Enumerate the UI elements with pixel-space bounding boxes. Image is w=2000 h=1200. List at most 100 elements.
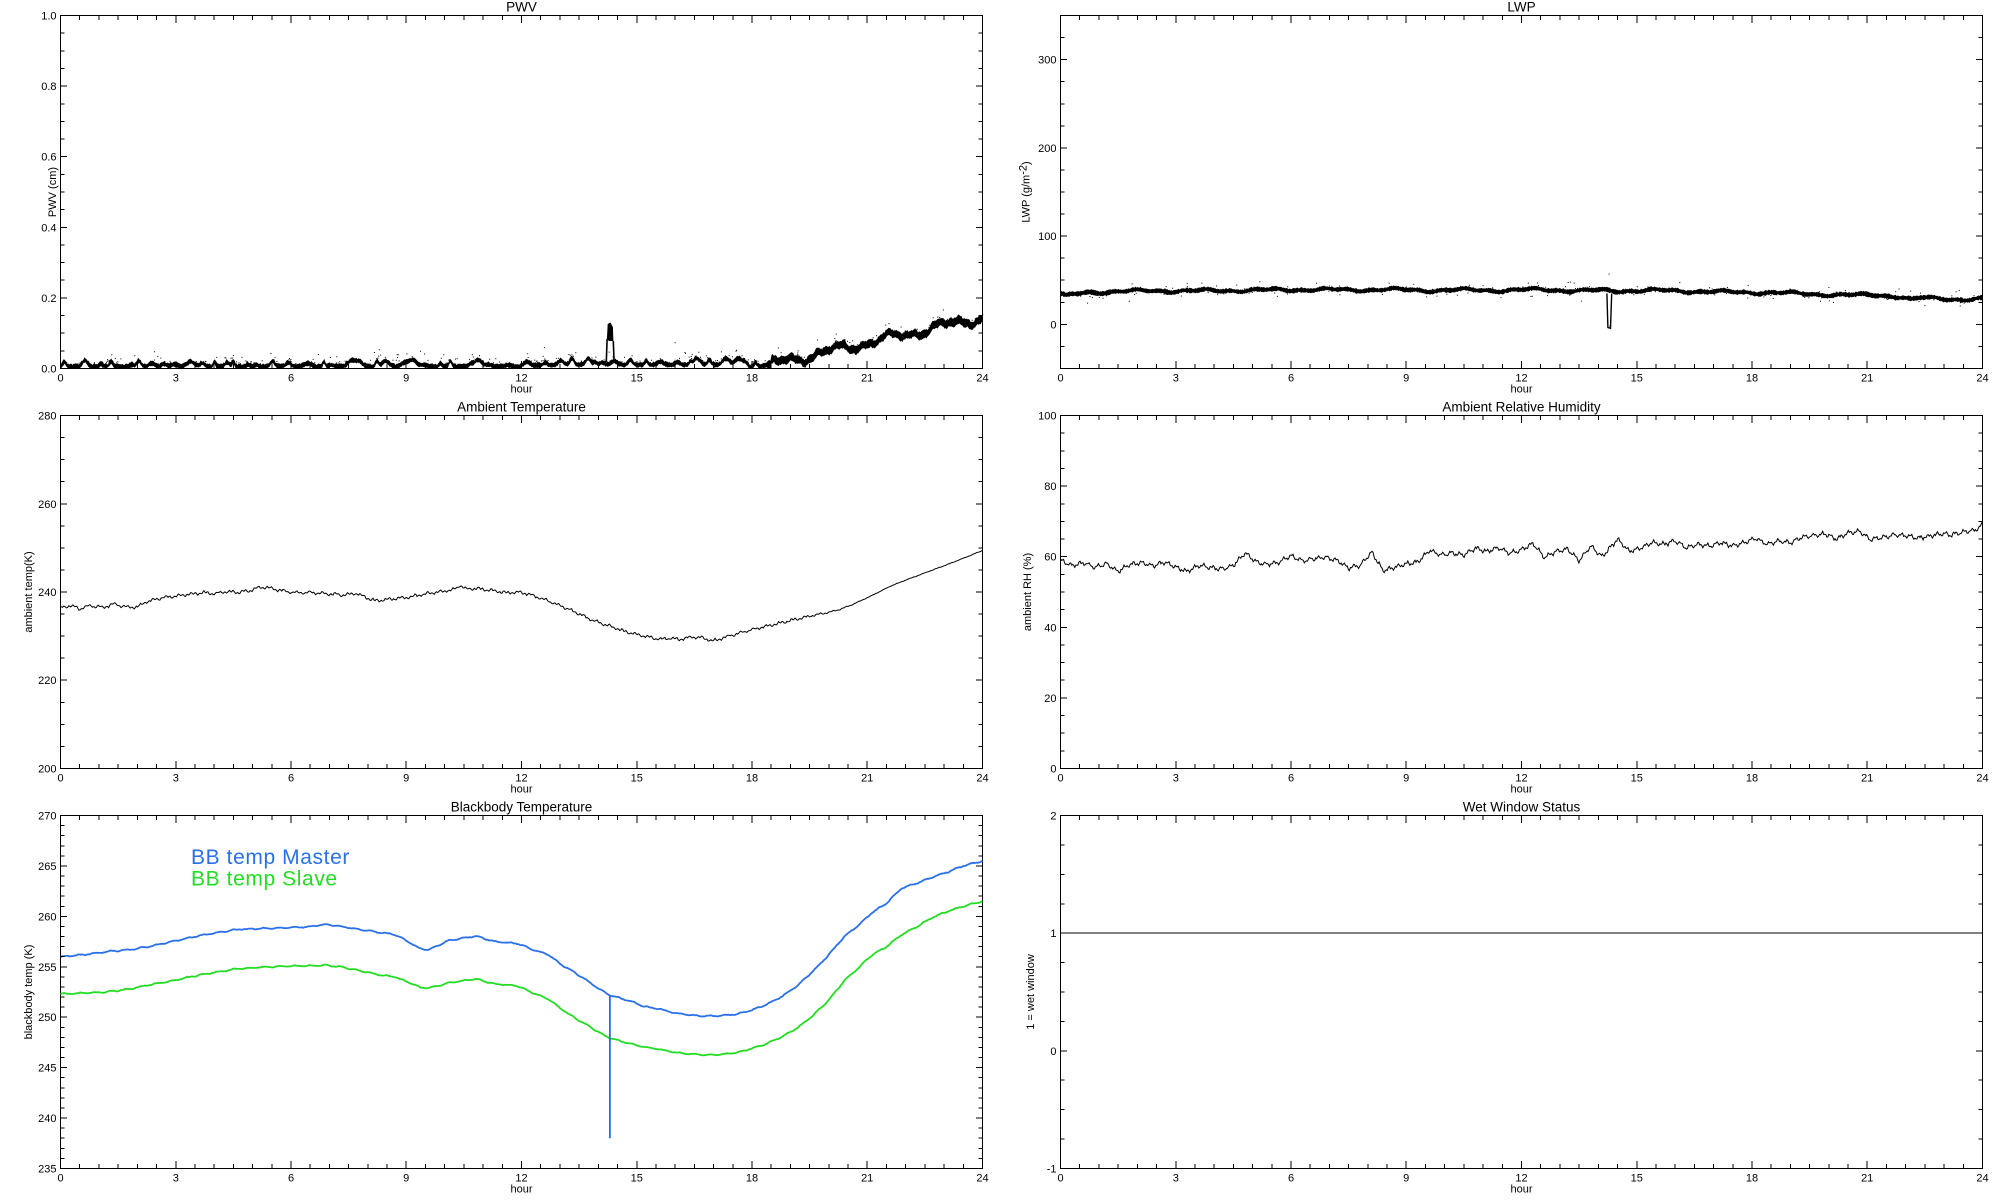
svg-text:3: 3 — [173, 373, 179, 385]
svg-text:9: 9 — [403, 1173, 409, 1185]
svg-text:6: 6 — [288, 373, 294, 385]
svg-text:24: 24 — [1976, 373, 1988, 385]
svg-text:21: 21 — [861, 373, 873, 385]
svg-text:PWV: PWV — [506, 0, 537, 15]
svg-text:18: 18 — [746, 1173, 758, 1185]
svg-text:21: 21 — [1861, 773, 1873, 785]
svg-text:6: 6 — [1288, 373, 1294, 385]
svg-text:18: 18 — [746, 773, 758, 785]
svg-text:3: 3 — [1173, 373, 1179, 385]
svg-text:0.6: 0.6 — [41, 152, 56, 164]
svg-text:280: 280 — [38, 411, 56, 423]
svg-text:0.8: 0.8 — [41, 81, 56, 93]
svg-text:12: 12 — [1515, 1173, 1527, 1185]
svg-text:3: 3 — [1173, 773, 1179, 785]
svg-text:9: 9 — [1403, 1173, 1409, 1185]
svg-text:24: 24 — [976, 1173, 988, 1185]
svg-text:15: 15 — [631, 373, 643, 385]
svg-text:9: 9 — [1403, 373, 1409, 385]
svg-text:blackbody temp (K): blackbody temp (K) — [23, 945, 35, 1040]
svg-text:hour: hour — [510, 1184, 532, 1196]
svg-text:15: 15 — [631, 1173, 643, 1185]
svg-text:245: 245 — [38, 1063, 56, 1075]
svg-text:9: 9 — [1403, 773, 1409, 785]
svg-text:260: 260 — [38, 499, 56, 511]
svg-text:12: 12 — [515, 373, 527, 385]
svg-text:250: 250 — [38, 1012, 56, 1024]
svg-text:21: 21 — [861, 1173, 873, 1185]
svg-text:hour: hour — [1510, 384, 1532, 396]
svg-text:18: 18 — [1746, 1173, 1758, 1185]
svg-text:80: 80 — [1044, 481, 1056, 493]
svg-text:260: 260 — [38, 911, 56, 923]
svg-text:18: 18 — [746, 373, 758, 385]
svg-text:0: 0 — [57, 1173, 63, 1185]
svg-text:15: 15 — [1631, 373, 1643, 385]
svg-text:hour: hour — [510, 784, 532, 796]
svg-text:hour: hour — [1510, 784, 1532, 796]
svg-text:PWV (cm): PWV (cm) — [47, 167, 59, 217]
svg-text:60: 60 — [1044, 552, 1056, 564]
svg-text:100: 100 — [1038, 411, 1056, 423]
svg-text:270: 270 — [38, 811, 56, 823]
svg-text:240: 240 — [38, 587, 56, 599]
svg-text:240: 240 — [38, 1113, 56, 1125]
svg-text:0.2: 0.2 — [41, 293, 56, 305]
svg-text:ambient temp(K): ambient temp(K) — [23, 551, 35, 632]
svg-text:18: 18 — [1746, 373, 1758, 385]
svg-text:9: 9 — [403, 773, 409, 785]
svg-text:12: 12 — [515, 1173, 527, 1185]
svg-text:3: 3 — [173, 773, 179, 785]
svg-text:200: 200 — [1038, 143, 1056, 155]
svg-text:hour: hour — [510, 384, 532, 396]
svg-text:1: 1 — [1050, 928, 1056, 940]
svg-text:0: 0 — [57, 773, 63, 785]
svg-text:21: 21 — [1861, 1173, 1873, 1185]
svg-text:1 = wet window: 1 = wet window — [1025, 954, 1037, 1030]
svg-text:220: 220 — [38, 675, 56, 687]
svg-text:20: 20 — [1044, 693, 1056, 705]
svg-text:15: 15 — [631, 773, 643, 785]
svg-text:Ambient Temperature: Ambient Temperature — [457, 400, 586, 415]
svg-text:21: 21 — [861, 773, 873, 785]
svg-text:300: 300 — [1038, 55, 1056, 67]
svg-text:-1: -1 — [1047, 1164, 1057, 1176]
svg-text:100: 100 — [1038, 231, 1056, 243]
svg-text:255: 255 — [38, 962, 56, 974]
svg-text:9: 9 — [403, 373, 409, 385]
svg-text:24: 24 — [1976, 1173, 1988, 1185]
svg-text:15: 15 — [1631, 1173, 1643, 1185]
svg-text:12: 12 — [1515, 773, 1527, 785]
svg-text:21: 21 — [1861, 373, 1873, 385]
svg-text:3: 3 — [173, 1173, 179, 1185]
svg-text:0: 0 — [1057, 1173, 1063, 1185]
svg-text:2: 2 — [1050, 811, 1056, 823]
svg-text:ambient RH (%): ambient RH (%) — [1022, 553, 1034, 631]
svg-text:0: 0 — [1050, 319, 1056, 331]
svg-text:18: 18 — [1746, 773, 1758, 785]
svg-text:235: 235 — [38, 1164, 56, 1176]
svg-text:LWP (g/m-2): LWP (g/m-2) — [1018, 161, 1033, 222]
svg-text:0: 0 — [57, 373, 63, 385]
svg-text:200: 200 — [38, 764, 56, 776]
svg-text:0.4: 0.4 — [41, 222, 56, 234]
svg-text:24: 24 — [1976, 773, 1988, 785]
svg-text:Wet Window Status: Wet Window Status — [1463, 800, 1581, 815]
svg-text:24: 24 — [976, 373, 988, 385]
svg-text:24: 24 — [976, 773, 988, 785]
svg-text:15: 15 — [1631, 773, 1643, 785]
svg-text:0.0: 0.0 — [41, 364, 56, 376]
svg-text:Blackbody Temperature: Blackbody Temperature — [451, 800, 593, 815]
svg-text:0: 0 — [1057, 373, 1063, 385]
svg-text:6: 6 — [288, 773, 294, 785]
svg-text:0: 0 — [1057, 773, 1063, 785]
svg-text:1.0: 1.0 — [41, 11, 56, 23]
svg-text:12: 12 — [1515, 373, 1527, 385]
svg-text:40: 40 — [1044, 622, 1056, 634]
svg-text:6: 6 — [288, 1173, 294, 1185]
svg-text:6: 6 — [1288, 773, 1294, 785]
svg-text:0: 0 — [1050, 764, 1056, 776]
svg-text:6: 6 — [1288, 1173, 1294, 1185]
svg-text:BB temp Slave: BB temp Slave — [191, 868, 338, 891]
svg-text:hour: hour — [1510, 1184, 1532, 1196]
